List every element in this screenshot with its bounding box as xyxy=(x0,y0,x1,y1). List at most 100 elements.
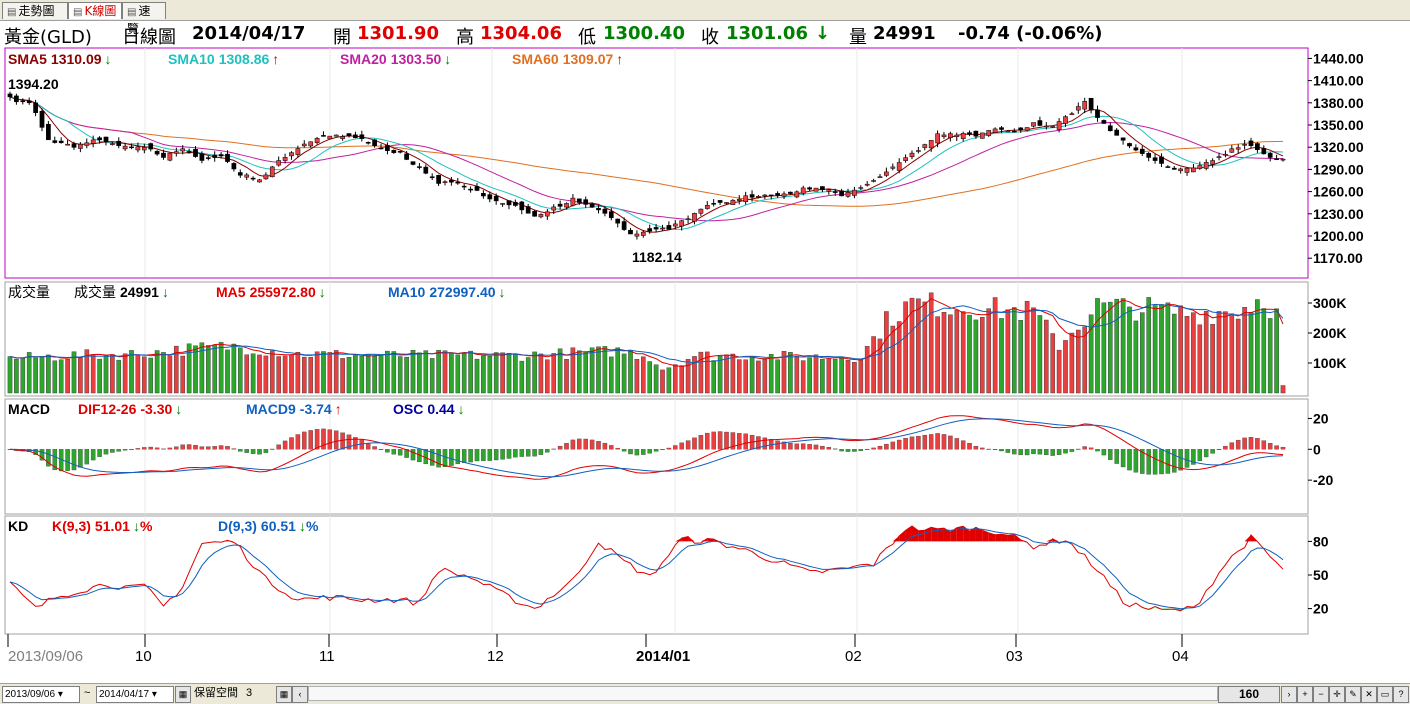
candle-body xyxy=(756,196,760,197)
help-icon: ? xyxy=(1398,689,1403,699)
volume-bar xyxy=(891,326,895,393)
candle-body xyxy=(200,154,204,161)
volume-bar xyxy=(1140,313,1144,393)
osc-bar xyxy=(123,449,127,450)
osc-bar xyxy=(1223,446,1227,449)
osc-bar xyxy=(1172,449,1176,472)
dif-legend-value: -3.30 xyxy=(140,401,172,417)
osc-bar xyxy=(78,449,82,467)
volume-bar xyxy=(584,352,588,393)
tab-quick-view[interactable]: ▤速覽 xyxy=(122,2,166,19)
quote-header: 黃金(GLD) 日線圖 2014/04/17 開 1301.90 高 1304.… xyxy=(0,21,1410,47)
osc-bar xyxy=(603,443,607,449)
volume-bar xyxy=(449,353,453,393)
volume-bar xyxy=(1159,304,1163,393)
candle-body xyxy=(40,111,44,127)
osc-bar xyxy=(174,447,178,450)
candle-body xyxy=(296,149,300,155)
candle-body xyxy=(328,136,332,139)
settings-button[interactable]: ▦ xyxy=(276,686,292,703)
osc-bar xyxy=(277,445,281,450)
candle-body xyxy=(667,225,671,229)
candle-body xyxy=(1179,169,1183,171)
volume-bar xyxy=(1134,321,1138,393)
draw-button[interactable]: ✎ xyxy=(1345,686,1361,703)
volume-bar xyxy=(123,354,127,393)
bar-count-field[interactable]: 160 xyxy=(1218,686,1280,703)
volume-bar xyxy=(539,354,543,393)
crosshair-icon: ✛ xyxy=(1333,689,1341,699)
osc-bar xyxy=(257,449,261,454)
osc-bar xyxy=(948,436,952,449)
osc-bar xyxy=(462,449,466,463)
osc-bar xyxy=(1095,449,1099,451)
chevron-down-icon: ▾ xyxy=(58,689,63,700)
osc-bar xyxy=(577,439,581,449)
tab-k-chart[interactable]: ▤K線圖 xyxy=(68,2,122,19)
candle-body xyxy=(571,198,575,205)
volume-bar xyxy=(552,353,556,393)
volume-bar xyxy=(424,351,428,393)
volume-bar xyxy=(673,365,677,393)
candle-body xyxy=(110,144,114,145)
candle-body xyxy=(27,101,31,103)
volume-bar xyxy=(245,355,249,393)
tab-trend-chart[interactable]: ▤走勢圖 xyxy=(2,2,68,19)
zoom-in-button[interactable]: + xyxy=(1297,686,1313,703)
osc-bar xyxy=(142,447,146,449)
osc-bar xyxy=(264,449,268,452)
osc-bar xyxy=(680,443,684,450)
osc-bar xyxy=(910,437,914,450)
reset-button[interactable]: ✕ xyxy=(1361,686,1377,703)
reserve-space-value[interactable]: 3 xyxy=(246,686,252,701)
help-button[interactable]: ? xyxy=(1393,686,1409,703)
apply-range-button[interactable]: ▦ xyxy=(175,686,191,703)
osc-legend-value: 0.44 xyxy=(427,401,454,417)
volume-bar xyxy=(699,352,703,393)
end-date-value: 2014/04/17 xyxy=(99,689,149,700)
osc-bar xyxy=(1243,438,1247,449)
candle-body xyxy=(315,138,319,142)
candle-body xyxy=(1262,149,1266,154)
osc-bar xyxy=(289,438,293,450)
macd-axis-label: -20 xyxy=(1313,472,1333,488)
osc-bar xyxy=(967,443,971,449)
end-date-select[interactable]: 2014/04/17 ▾ xyxy=(96,686,174,703)
candle-body xyxy=(398,151,402,152)
volume-axis-label: 200K xyxy=(1313,325,1346,341)
volume-bar xyxy=(1076,330,1080,393)
osc-bar xyxy=(878,446,882,449)
print-button[interactable]: ▭ xyxy=(1377,686,1393,703)
kd-axis-label: 50 xyxy=(1313,567,1329,583)
candle-body xyxy=(1166,167,1170,168)
volume-bar xyxy=(513,354,517,393)
kd-axis-label: 20 xyxy=(1313,601,1329,617)
zoom-out-button[interactable]: − xyxy=(1313,686,1329,703)
candle-body xyxy=(174,152,178,154)
x-axis-label: 11 xyxy=(319,648,335,665)
price-axis-label: 1320.00 xyxy=(1313,139,1364,155)
start-date-select[interactable]: 2013/09/06 ▾ xyxy=(2,686,80,703)
horizontal-scrollbar[interactable] xyxy=(308,686,1218,701)
osc-bar xyxy=(238,449,242,451)
k-line-chart[interactable]: 1440.001410.001380.001350.001320.001290.… xyxy=(0,47,1410,683)
volume-bar xyxy=(846,360,850,393)
dif-legend: DIF12-26-3.30↓ xyxy=(78,401,182,417)
osc-bar xyxy=(872,448,876,449)
scroll-right-button[interactable]: › xyxy=(1281,686,1297,703)
osc-bar xyxy=(1211,449,1215,453)
scroll-left-button[interactable]: ‹ xyxy=(292,686,308,703)
down-arrow-icon: ↓ xyxy=(175,401,182,417)
volume-bar xyxy=(1063,340,1067,393)
volume-bar xyxy=(488,356,492,393)
osc-bar xyxy=(469,449,473,462)
volume-bar xyxy=(104,355,108,393)
volume-bar xyxy=(14,359,18,393)
volume-bar xyxy=(820,359,824,393)
candle-body xyxy=(1198,166,1202,169)
volume-bar xyxy=(961,312,965,394)
candle-body xyxy=(443,182,447,183)
volume-bar xyxy=(168,356,172,393)
volume-bar xyxy=(353,354,357,393)
cursor-button[interactable]: ✛ xyxy=(1329,686,1345,703)
